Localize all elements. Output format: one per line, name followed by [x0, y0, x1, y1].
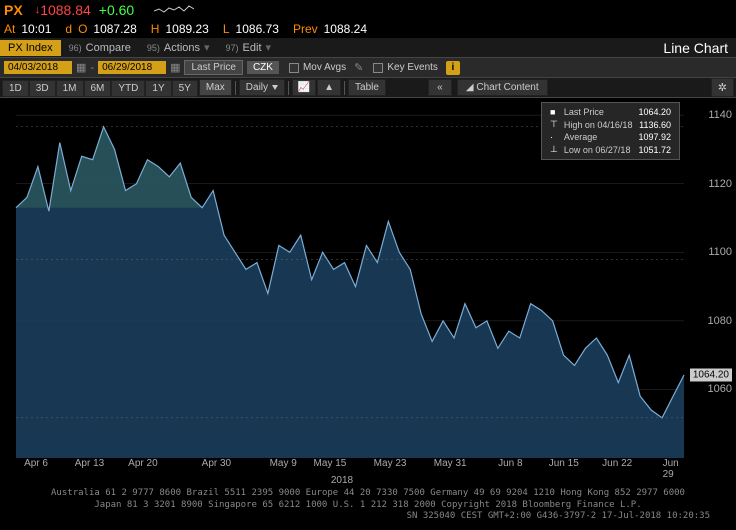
mov-avgs-label: Mov Avgs — [303, 62, 346, 73]
y-tick: 1120 — [708, 178, 732, 190]
x-tick: Apr 13 — [75, 458, 104, 469]
compare-key: 96) — [69, 43, 82, 53]
footer-line-2: Japan 81 3 3201 8900 Singapore 65 6212 1… — [6, 500, 730, 512]
chart-type-label: Line Chart — [663, 40, 736, 56]
range-1y-button[interactable]: 1Y — [145, 80, 171, 97]
gear-icon[interactable]: ✲ — [711, 78, 734, 97]
period-label: Daily — [246, 82, 268, 93]
at-time: 10:01 — [21, 22, 51, 36]
sparkline-icon — [154, 3, 194, 17]
date-separator: - — [90, 62, 94, 74]
key-events-label: Key Events — [387, 62, 438, 73]
prev-label: Prev — [293, 22, 318, 36]
info-box: ■Last Price1064.20⊤High on 04/16/181136.… — [541, 102, 680, 160]
x-tick: Jun 8 — [498, 458, 522, 469]
open-label: O — [78, 22, 87, 36]
edit-menu[interactable]: 97) Edit ▾ — [218, 41, 280, 54]
range-5y-button[interactable]: 5Y — [172, 80, 198, 97]
y-tick: 1060 — [708, 383, 732, 395]
x-tick: May 9 — [270, 458, 297, 469]
low-label: L — [223, 22, 230, 36]
last-price: 1088.84 — [40, 2, 91, 18]
edit-label: Edit — [243, 42, 262, 54]
ticker-symbol: PX — [4, 2, 23, 18]
period-dropdown[interactable]: Daily — [239, 79, 285, 96]
low-value: 1086.73 — [236, 22, 279, 36]
chart-content-label: Chart Content — [476, 82, 538, 93]
y-tick: 1140 — [708, 109, 732, 121]
actions-key: 95) — [147, 43, 160, 53]
chevron-down-icon — [272, 85, 278, 90]
calendar-icon[interactable]: ▦ — [76, 61, 86, 74]
range-6m-button[interactable]: 6M — [84, 80, 112, 97]
at-label: At — [4, 22, 15, 36]
high-value: 1089.23 — [165, 22, 208, 36]
x-tick: May 31 — [434, 458, 467, 469]
calendar-icon-2[interactable]: ▦ — [170, 61, 180, 74]
chart-content-button[interactable]: ◢ Chart Content — [457, 79, 548, 96]
high-label: H — [151, 22, 160, 36]
date-from-input[interactable] — [4, 61, 72, 74]
open-value: 1087.28 — [93, 22, 136, 36]
x-tick: May 15 — [314, 458, 347, 469]
range-ytd-button[interactable]: YTD — [111, 80, 145, 97]
x-axis-year: 2018 — [0, 475, 684, 486]
collapse-button[interactable]: « — [428, 79, 452, 96]
index-label[interactable]: PX Index — [0, 40, 61, 56]
range-3d-button[interactable]: 3D — [29, 80, 56, 97]
price-marker: 1064.20 — [690, 369, 732, 382]
footer: Australia 61 2 9777 8600 Brazil 5511 239… — [0, 486, 736, 525]
compare-label: Compare — [86, 42, 131, 54]
edit-key: 97) — [226, 43, 239, 53]
x-tick: Jun 22 — [602, 458, 632, 469]
range-1d-button[interactable]: 1D — [2, 80, 29, 97]
actions-label: Actions — [164, 42, 200, 54]
chart-line-icon[interactable]: 📈 — [292, 79, 316, 96]
d-label: d — [65, 22, 72, 36]
x-tick: Apr 6 — [24, 458, 48, 469]
footer-line-1: Australia 61 2 9777 8600 Brazil 5511 239… — [6, 488, 730, 500]
mov-avgs-checkbox[interactable] — [289, 63, 299, 73]
info-icon[interactable]: i — [446, 61, 460, 75]
key-events-checkbox[interactable] — [373, 63, 383, 73]
x-tick: May 23 — [374, 458, 407, 469]
range-1m-button[interactable]: 1M — [56, 80, 84, 97]
x-tick: Jun 15 — [549, 458, 579, 469]
currency-selector[interactable]: CZK — [247, 61, 279, 74]
range-max-button[interactable]: Max — [199, 79, 232, 96]
x-tick: Apr 20 — [128, 458, 157, 469]
date-to-input[interactable] — [98, 61, 166, 74]
y-tick: 1100 — [708, 246, 732, 258]
chart-area-icon[interactable]: ▲ — [317, 79, 341, 96]
compare-menu[interactable]: 96) Compare — [61, 42, 139, 54]
x-tick: Apr 30 — [202, 458, 231, 469]
prev-value: 1088.24 — [324, 22, 367, 36]
actions-menu[interactable]: 95) Actions ▾ — [139, 41, 218, 54]
table-button[interactable]: Table — [348, 79, 386, 96]
footer-line-3: SN 325040 CEST GMT+2:00 G436-3797-2 17-J… — [6, 511, 730, 523]
price-change: +0.60 — [99, 2, 134, 18]
chart-area[interactable]: ■Last Price1064.20⊤High on 04/16/181136.… — [0, 98, 736, 486]
last-price-button[interactable]: Last Price — [184, 60, 242, 75]
pencil-icon[interactable]: ✎ — [354, 61, 363, 74]
y-tick: 1080 — [708, 315, 732, 327]
